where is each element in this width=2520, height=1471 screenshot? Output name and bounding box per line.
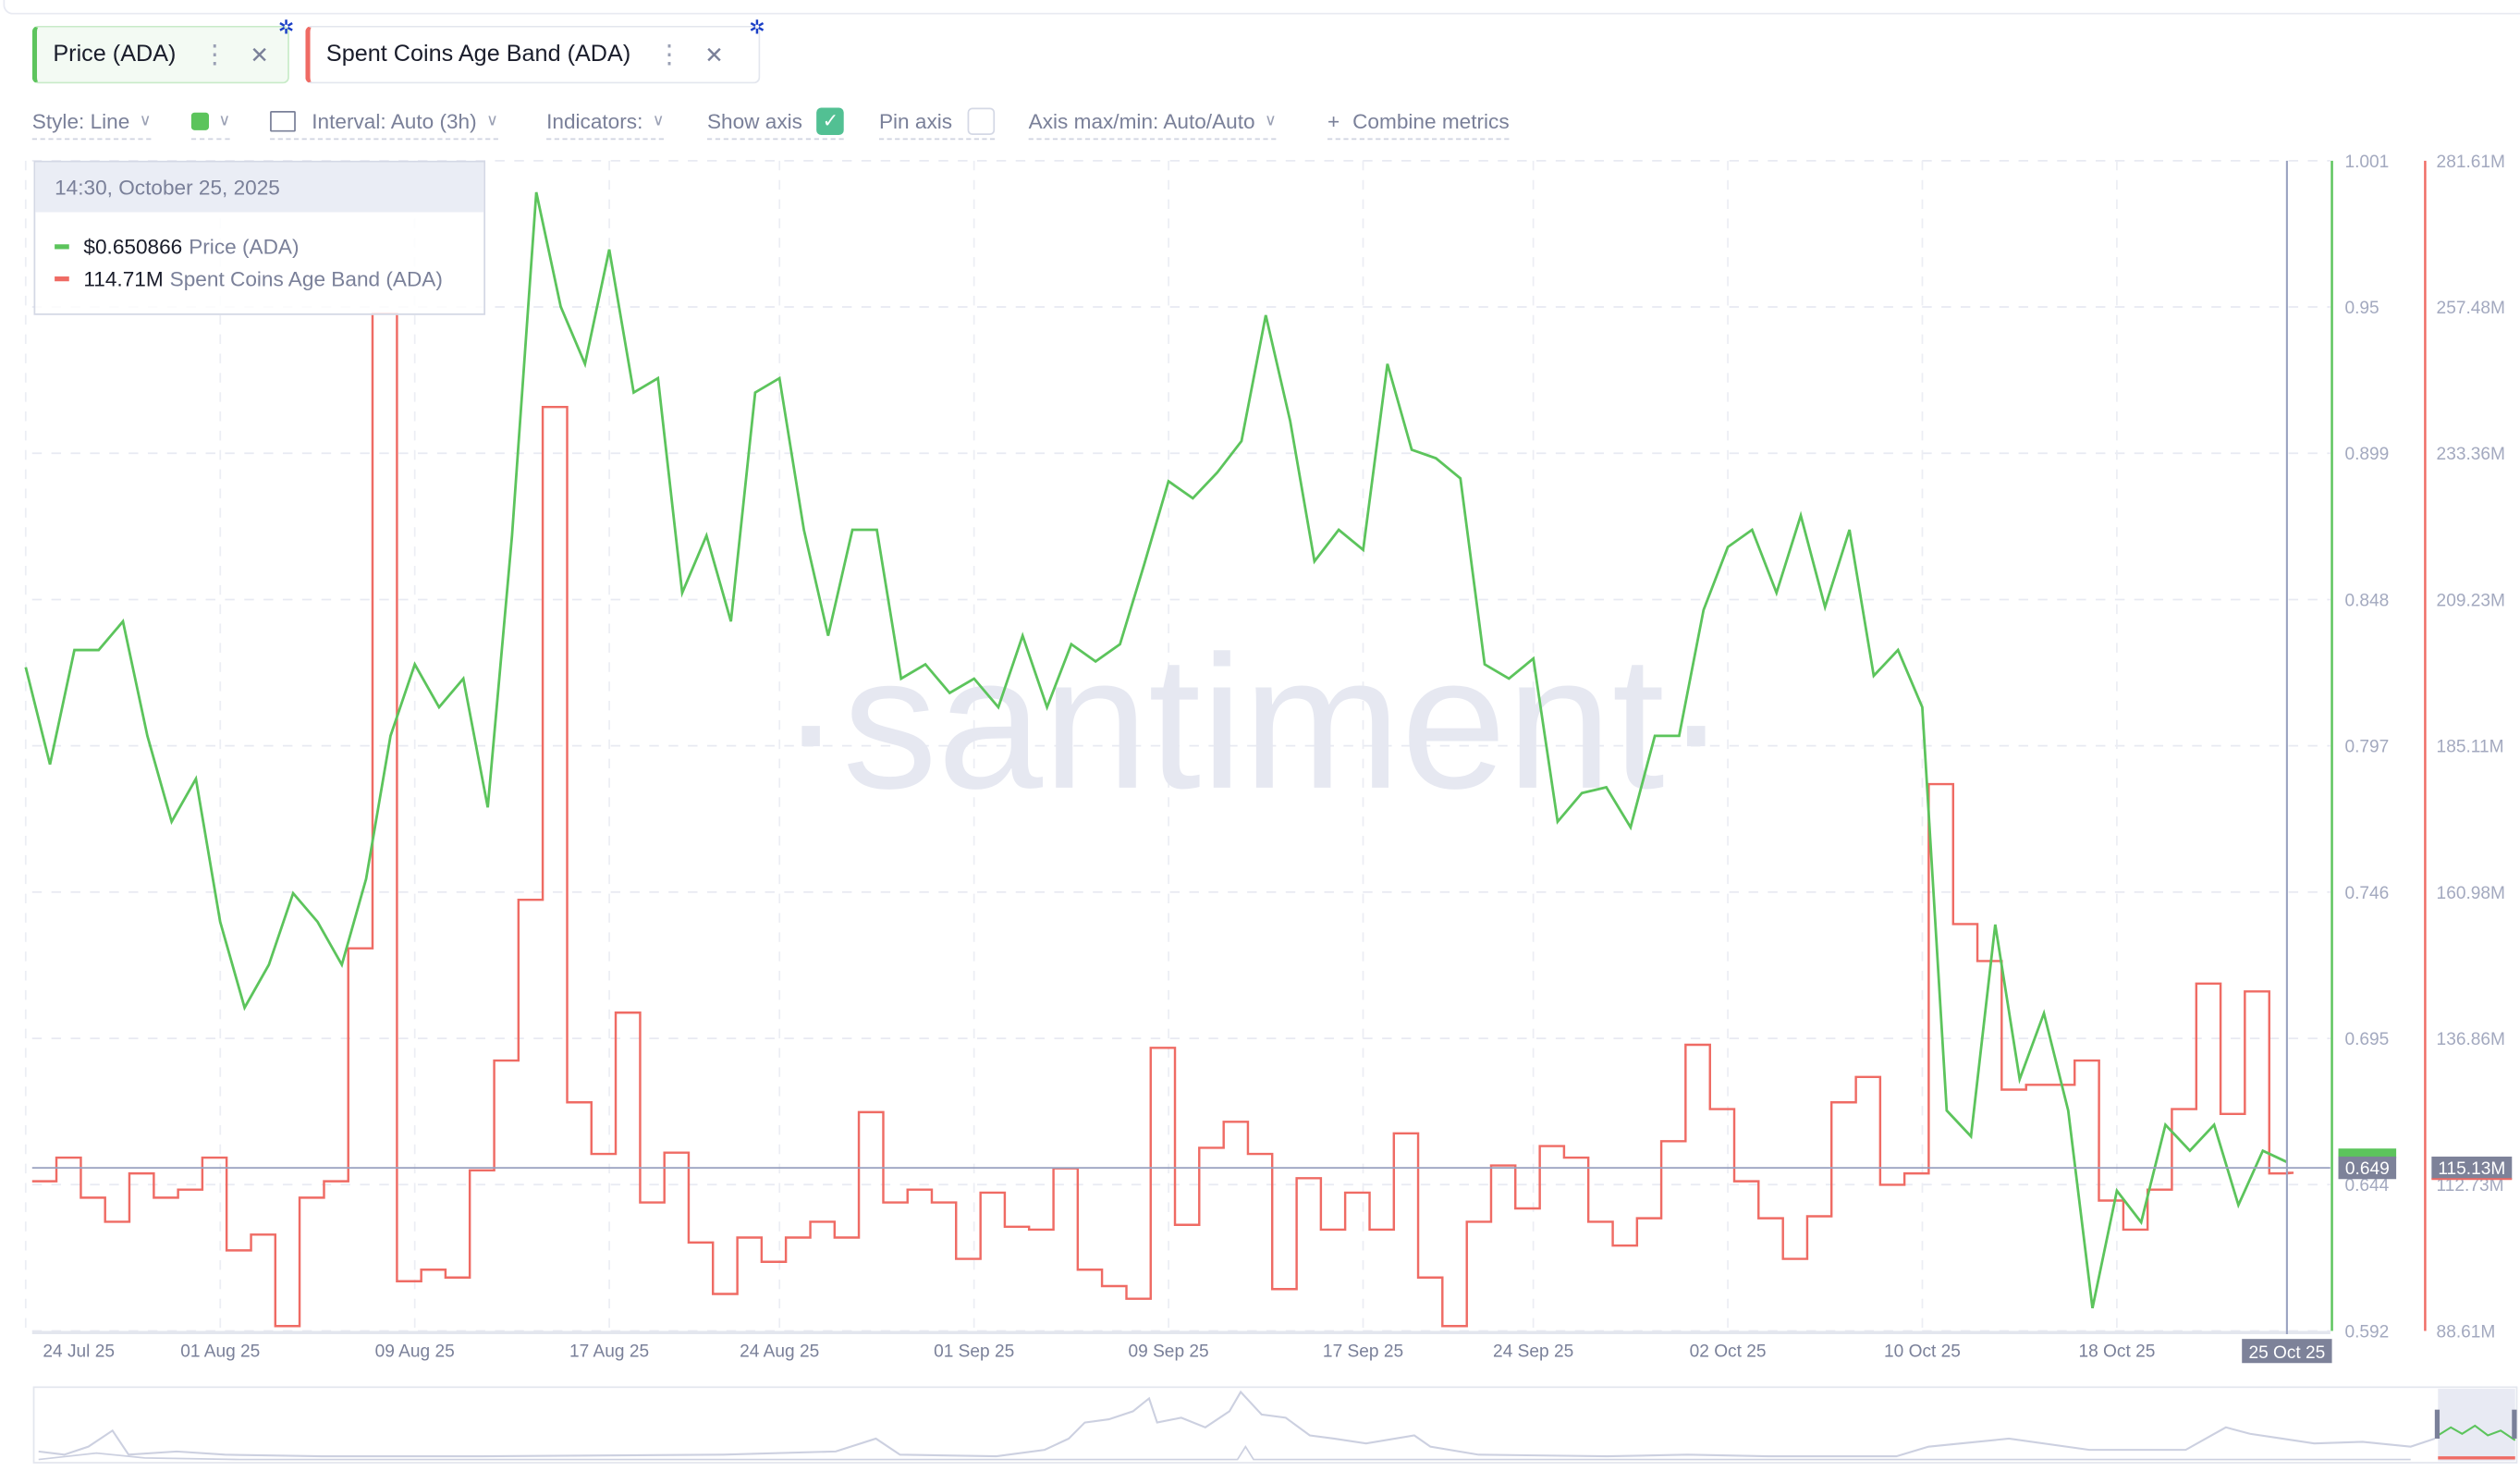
price-axis-tick: 0.644 — [2344, 1176, 2389, 1195]
style-dropdown[interactable]: Style: Line ∨ — [31, 103, 152, 141]
header-divider — [3, 0, 2520, 15]
spent-axis-tick: 233.36M — [2437, 445, 2505, 464]
tooltip-name: Spent Coins Age Band (ADA) — [169, 266, 443, 291]
price-axis-tick: 0.95 — [2344, 299, 2379, 318]
show-axis-toggle[interactable]: Show axis ✓ — [706, 103, 845, 141]
date-crosshair-label: 25 Oct 25 — [2248, 1343, 2325, 1363]
spent-axis-tick: 257.48M — [2437, 299, 2505, 318]
x-axis-tick: 01 Aug 25 — [180, 1342, 260, 1361]
gear-icon[interactable]: ✲ — [277, 16, 295, 39]
gear-icon[interactable]: ✲ — [749, 16, 765, 39]
tooltip-name: Price (ADA) — [189, 234, 300, 259]
pin-axis-checkbox[interactable] — [966, 106, 995, 135]
price-axis-tick: 0.746 — [2344, 884, 2389, 903]
grid — [24, 159, 2330, 1332]
kebab-icon[interactable]: ⋮ — [656, 42, 682, 69]
price-axis-tick: 0.695 — [2344, 1030, 2389, 1049]
chevron-down-icon: ∨ — [218, 111, 231, 129]
interval-label: Interval: Auto (3h) — [312, 108, 477, 133]
indicators-label: Indicators: — [546, 108, 643, 133]
x-axis-tick: 24 Sep 25 — [1493, 1342, 1573, 1361]
combine-metrics-button[interactable]: + Combine metrics — [1327, 103, 1510, 141]
spent-axis-tick: 160.98M — [2437, 884, 2505, 903]
tooltip-row-spent: 114.71M Spent Coins Age Band (ADA) — [55, 267, 443, 291]
price-line — [24, 191, 2288, 1309]
show-axis-checkbox[interactable]: ✓ — [816, 106, 845, 135]
kebab-icon[interactable]: ⋮ — [202, 42, 228, 69]
chevron-down-icon: ∨ — [139, 111, 152, 129]
chevron-down-icon: ∨ — [486, 111, 498, 129]
navigator-selection[interactable] — [2438, 1389, 2515, 1462]
tooltip: 14:30, October 25, 2025 $0.650866 Price (… — [33, 160, 486, 315]
tooltip-value: $0.650866 — [83, 234, 183, 259]
price-axis-tick: 0.592 — [2344, 1322, 2389, 1342]
plus-icon: + — [1327, 108, 1340, 133]
price-axis-tick: 0.797 — [2344, 738, 2389, 757]
close-icon[interactable]: ✕ — [250, 41, 269, 67]
combine-label: Combine metrics — [1352, 108, 1510, 133]
calendar-icon — [270, 110, 296, 131]
navigator-handle-left[interactable] — [2434, 1409, 2440, 1439]
axis-maxmin-dropdown[interactable]: Axis max/min: Auto/Auto ∨ — [1028, 103, 1277, 141]
spent-axis-tick: 209.23M — [2437, 591, 2505, 610]
tooltip-row-price: $0.650866 Price (ADA) — [55, 235, 299, 259]
pin-axis-label: Pin axis — [878, 108, 953, 133]
spent-axis-tick: 185.11M — [2437, 738, 2504, 757]
x-axis-tick: 24 Aug 25 — [740, 1342, 819, 1361]
tooltip-value: 114.71M — [83, 266, 164, 291]
crosshair: 0.649 115.13M 25 Oct 25 — [31, 160, 2513, 1364]
navigator-spent-line — [38, 1445, 2411, 1461]
color-dropdown[interactable]: ∨ — [190, 103, 231, 141]
x-axis-tick: 09 Sep 25 — [1129, 1342, 1209, 1361]
chevron-down-icon: ∨ — [652, 111, 665, 129]
price-crosshair-label: 0.649 — [2345, 1159, 2390, 1179]
navigator-frame — [32, 1386, 2518, 1464]
x-axis-tick: 02 Oct 25 — [1690, 1342, 1767, 1361]
spent-crosshair-label-bg — [2431, 1156, 2513, 1180]
price-axis-tick: 0.899 — [2344, 445, 2389, 464]
x-axis-tick: 24 Jul 25 — [43, 1342, 115, 1361]
tab-price[interactable]: Price (ADA) ⋮ ✕ ✲ — [31, 18, 294, 84]
x-axis-tick: 17 Aug 25 — [569, 1342, 649, 1361]
spent-crosshair-label: 115.13M — [2438, 1159, 2505, 1179]
tab-label: Price (ADA) — [53, 42, 177, 68]
tab-label: Spent Coins Age Band (ADA) — [325, 42, 631, 68]
watermark: ·santiment· — [779, 617, 1728, 828]
x-axis-tick: 01 Sep 25 — [934, 1342, 1014, 1361]
x-axis-tick: 09 Aug 25 — [375, 1342, 455, 1361]
axis-ticks: 1.001 281.61M 0.95 257.48M 0.899 233.36M 0.848… — [43, 153, 2505, 1361]
navigator[interactable] — [32, 1386, 2518, 1464]
close-icon[interactable]: ✕ — [704, 41, 724, 67]
style-label: Style: Line — [31, 108, 130, 133]
x-axis-tick: 10 Oct 25 — [1884, 1342, 1961, 1361]
legend-swatch — [55, 276, 69, 282]
spent-axis-tick: 88.61M — [2437, 1322, 2496, 1342]
tab-spent-coins[interactable]: Spent Coins Age Band (ADA) ⋮ ✕ ✲ — [305, 18, 765, 84]
show-axis-label: Show axis — [706, 108, 802, 133]
spent-axis-tick: 136.86M — [2437, 1030, 2505, 1049]
spent-axis-tick: 112.73M — [2437, 1176, 2504, 1195]
axis-maxmin-label: Axis max/min: Auto/Auto — [1028, 108, 1255, 133]
price-crosshair-label-bg — [2338, 1156, 2397, 1180]
price-axis-tick: 1.001 — [2344, 153, 2389, 172]
color-swatch — [190, 111, 210, 129]
spent-axis-tick: 281.61M — [2437, 153, 2505, 172]
price-axis-tick: 0.848 — [2344, 591, 2389, 610]
tooltip-date: 14:30, October 25, 2025 — [35, 162, 484, 213]
navigator-selection-price — [2437, 1424, 2516, 1441]
x-axis-tick: 18 Oct 25 — [2078, 1342, 2155, 1361]
x-axis-tick: 17 Sep 25 — [1323, 1342, 1403, 1361]
price-current-marker — [2338, 1148, 2397, 1158]
spent-coins-line — [31, 312, 2294, 1328]
interval-dropdown[interactable]: Interval: Auto (3h) ∨ — [270, 103, 498, 141]
chevron-down-icon: ∨ — [1265, 111, 1277, 129]
navigator-handle-right[interactable] — [2512, 1409, 2517, 1439]
date-crosshair-label-bg — [2242, 1339, 2332, 1364]
pin-axis-toggle[interactable]: Pin axis — [878, 103, 995, 141]
indicators-dropdown[interactable]: Indicators: ∨ — [546, 103, 665, 141]
navigator-history-line — [38, 1390, 2436, 1458]
legend-swatch — [55, 244, 69, 250]
